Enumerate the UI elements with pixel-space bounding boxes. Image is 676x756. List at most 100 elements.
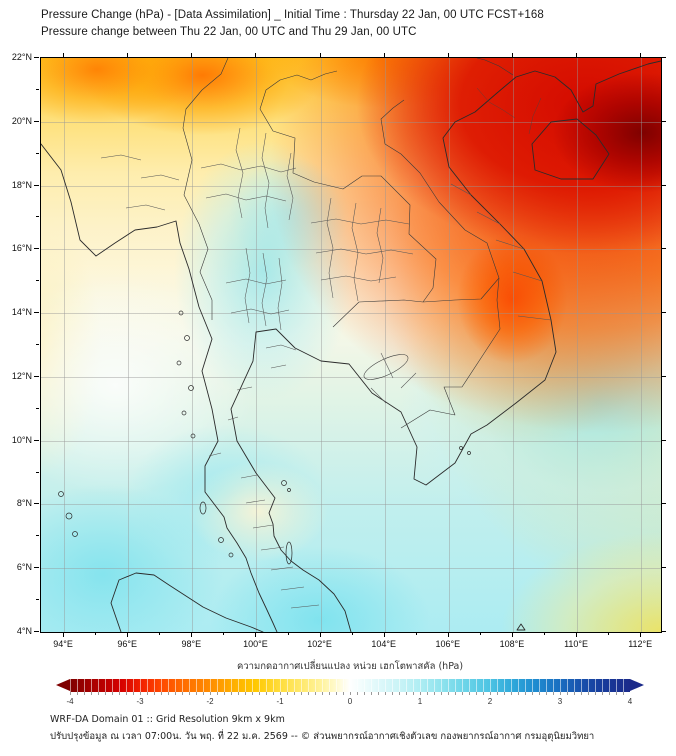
colorbar-tick-label: 3 <box>557 697 563 706</box>
lon-major-tick <box>576 632 578 637</box>
lat-minor-tick <box>36 535 39 537</box>
lat-tick-label: 10°N <box>11 434 32 445</box>
gridline-horizontal <box>41 249 661 251</box>
lat-tick-label: 14°N <box>11 307 32 318</box>
colorbar-title: ความกดอากาศเปลี่ยนแปลง หน่วย เฮกโตพาสคัล… <box>236 661 464 672</box>
footer-domain-info: WRF-DA Domain 01 :: Grid Resolution 9km … <box>50 714 285 725</box>
islands <box>58 310 471 565</box>
lon-tick-label: 94°E <box>53 639 73 649</box>
province-borders <box>100 127 552 609</box>
lat-right-tick <box>662 120 666 122</box>
colorbar-tick-label: -4 <box>66 697 74 706</box>
gridline-vertical <box>577 58 579 632</box>
gridline-vertical <box>64 58 66 632</box>
lat-tick-label: 12°N <box>11 370 32 381</box>
lon-tick-label: 108°E <box>499 639 525 649</box>
lat-minor-tick <box>36 88 39 90</box>
lon-top-tick <box>319 53 321 57</box>
colorbar-left-arrow <box>56 679 70 691</box>
lat-major-tick <box>34 120 39 122</box>
colorbar-tick-label: -2 <box>206 697 214 706</box>
lon-major-tick <box>640 632 642 637</box>
lon-minor-tick <box>159 632 161 635</box>
lat-tick-label: 20°N <box>11 115 32 126</box>
gridline-horizontal <box>41 440 661 442</box>
lon-minor-tick <box>415 632 417 635</box>
tonle-sap-lake <box>363 354 409 380</box>
lat-tick-label: 22°N <box>11 52 32 62</box>
colorbar-tick-label: 2 <box>487 697 493 706</box>
lon-major-tick <box>383 632 385 637</box>
lon-top-tick <box>255 53 257 57</box>
lon-top-tick <box>191 53 193 57</box>
lat-tick-label: 4°N <box>16 626 32 637</box>
lat-minor-tick <box>36 407 39 409</box>
lon-minor-tick <box>544 632 545 635</box>
lat-minor-tick <box>36 280 39 282</box>
lon-top-tick <box>640 53 642 57</box>
colorbar-tick-label: 4 <box>627 697 633 706</box>
gridline-vertical <box>641 58 643 632</box>
lon-top-tick <box>63 53 65 57</box>
lon-tick-label: 110°E <box>564 639 589 649</box>
lon-minor-tick <box>95 632 97 635</box>
gridline-vertical <box>384 58 386 632</box>
lat-minor-tick <box>36 216 39 218</box>
lat-right-tick <box>662 312 666 314</box>
gridline-horizontal <box>41 376 661 378</box>
lon-major-tick <box>127 632 129 637</box>
lon-minor-tick <box>223 632 225 635</box>
colorbar-tick-label: 1 <box>417 697 423 706</box>
lat-major-tick <box>34 567 39 569</box>
lat-major-tick <box>34 439 39 441</box>
coastline <box>41 60 661 632</box>
gridline-horizontal <box>41 185 661 187</box>
lon-minor-tick <box>608 632 610 635</box>
lat-tick-label: 16°N <box>11 243 32 254</box>
lon-minor-tick <box>479 632 481 635</box>
footer-update-credit: ปรับปรุงข้อมูล ณ เวลา 07:00น. วัน พฤ. ที… <box>50 731 595 742</box>
gridline-horizontal <box>41 504 661 506</box>
lat-major-tick <box>34 248 39 250</box>
lat-minor-tick <box>36 152 39 154</box>
lon-minor-tick <box>351 632 353 635</box>
lon-tick-label: 106°E <box>435 639 461 649</box>
lon-tick-label: 96°E <box>117 639 138 649</box>
lat-right-tick <box>662 503 666 505</box>
lat-tick-label: 18°N <box>11 179 32 190</box>
lat-right-tick <box>662 57 666 58</box>
lon-major-tick <box>63 632 65 637</box>
lat-major-tick <box>34 312 39 314</box>
lat-minor-tick <box>36 599 39 601</box>
colorbar-right-arrow <box>630 679 644 691</box>
gridline-vertical <box>128 58 130 632</box>
lat-right-tick <box>662 631 666 633</box>
international-borders <box>182 58 514 429</box>
pressure-change-map <box>40 57 662 633</box>
lat-right-tick <box>662 375 666 377</box>
lat-major-tick <box>34 503 39 505</box>
lat-right-tick <box>662 567 666 569</box>
lon-major-tick <box>319 632 321 637</box>
lat-minor-tick <box>36 471 39 473</box>
gridline-horizontal <box>41 121 661 123</box>
colorbar-tickmarks <box>70 692 630 695</box>
rivers <box>476 87 542 135</box>
lat-major-tick <box>34 57 39 58</box>
lon-top-tick <box>576 53 578 57</box>
lon-major-tick <box>255 632 257 637</box>
gridline-horizontal <box>41 568 661 570</box>
gridline-vertical <box>256 58 258 632</box>
gridline-vertical <box>192 58 194 632</box>
gridline-vertical <box>320 58 322 632</box>
lon-top-tick <box>127 53 129 57</box>
gridline-horizontal <box>41 313 661 315</box>
lat-right-tick <box>662 184 666 186</box>
lat-tick-label: 8°N <box>16 498 32 509</box>
lat-major-tick <box>34 375 39 377</box>
lon-top-tick <box>511 53 513 57</box>
gridline-vertical <box>512 58 514 632</box>
lon-minor-tick <box>287 632 289 635</box>
figure-subtitle: Pressure change between Thu 22 Jan, 00 U… <box>41 26 417 38</box>
colorbar-gradient <box>70 679 630 692</box>
